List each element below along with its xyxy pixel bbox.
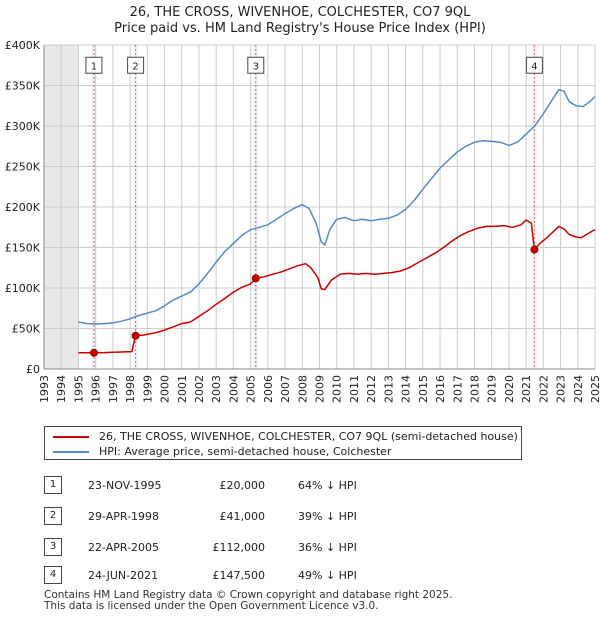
x-tick-label: 2002 (193, 375, 206, 403)
x-tick-label: 2004 (227, 375, 240, 403)
footer-attribution: Contains HM Land Registry data © Crown c… (44, 590, 452, 612)
y-tick-label: £200K (5, 201, 41, 214)
y-tick-label: £400K (5, 39, 41, 52)
sale-price: £147,500 (212, 569, 266, 582)
x-tick-label: 2000 (159, 375, 172, 403)
sale-row: 4 24-JUN-2021 £147,500 49% ↓ HPI (0, 566, 600, 586)
x-tick-label: 1999 (141, 375, 154, 403)
sale-marker-box (525, 56, 543, 74)
sale-date: 29-APR-1998 (88, 510, 160, 523)
hpi-line (78, 88, 596, 325)
sale-point (131, 331, 140, 340)
sale-hpi-diff: 64% ↓ HPI (298, 479, 357, 492)
sale-row: 3 22-APR-2005 £112,000 36% ↓ HPI (0, 538, 600, 558)
y-tick-label: £350K (5, 80, 41, 93)
sale-hpi-diff: 36% ↓ HPI (298, 541, 357, 554)
legend-swatch-hpi (53, 451, 89, 453)
sale-number-badge: 2 (44, 507, 62, 525)
sale-hpi-diff: 49% ↓ HPI (298, 569, 357, 582)
y-tick-label: £100K (5, 282, 41, 295)
x-tick-label: 2017 (451, 375, 464, 403)
y-tick-label: £300K (5, 120, 41, 133)
legend-swatch-price (53, 436, 89, 438)
sale-point (89, 348, 98, 357)
sale-number-badge: 1 (44, 476, 62, 494)
sale-price: £112,000 (212, 541, 266, 554)
x-tick-label: 2021 (520, 375, 533, 403)
x-tick-label: 1996 (90, 375, 103, 403)
x-tick-label: 2003 (210, 375, 223, 403)
sale-date: 23-NOV-1995 (88, 479, 162, 492)
sale-marker-label: 3 (253, 61, 259, 72)
sale-marker-label: 2 (132, 61, 138, 72)
x-tick-label: 2019 (486, 375, 499, 403)
price-paid-line (78, 219, 596, 354)
x-tick-label: 1994 (55, 375, 68, 403)
sale-row: 2 29-APR-1998 £41,000 39% ↓ HPI (0, 507, 600, 527)
y-tick-label: £150K (5, 242, 41, 255)
x-tick-label: 2009 (314, 375, 327, 403)
sale-date: 24-JUN-2021 (88, 569, 159, 582)
footer-line-licence: This data is licensed under the Open Gov… (44, 600, 379, 612)
sale-number-badge: 4 (44, 566, 62, 584)
sale-marker-box (247, 56, 265, 74)
chart-subtitle: Price paid vs. HM Land Registry's House … (114, 21, 486, 36)
y-tick-label: £0 (26, 363, 40, 376)
chart-title: 26, THE CROSS, WIVENHOE, COLCHESTER, CO7… (129, 5, 471, 20)
legend-label-hpi: HPI: Average price, semi-detached house,… (99, 445, 392, 458)
sale-number-badge: 3 (44, 538, 62, 556)
legend-label-price: 26, THE CROSS, WIVENHOE, COLCHESTER, CO7… (99, 430, 518, 443)
x-tick-label: 2023 (555, 375, 568, 403)
sale-point (530, 245, 539, 254)
y-tick-label: £250K (5, 161, 41, 174)
x-tick-label: 2014 (400, 375, 413, 403)
sale-marker-label: 1 (91, 61, 97, 72)
x-tick-label: 2018 (468, 375, 481, 403)
x-tick-label: 2006 (262, 375, 275, 403)
x-tick-label: 2011 (348, 375, 361, 403)
sale-marker-box (85, 56, 103, 74)
x-tick-label: 1998 (124, 375, 137, 403)
x-tick-label: 1993 (38, 375, 51, 403)
y-tick-label: £50K (12, 323, 41, 336)
sale-hpi-diff: 39% ↓ HPI (298, 510, 357, 523)
sale-price: £20,000 (219, 479, 266, 492)
price-chart: £0 £50K £100K £150K £200K £250K £300K £350K £400… (5, 39, 600, 403)
sale-price: £41,000 (219, 510, 266, 523)
sale-marker-box (127, 56, 145, 74)
x-tick-label: 1995 (72, 375, 85, 403)
x-tick-label: 2010 (331, 375, 344, 403)
x-tick-label: 2020 (503, 375, 516, 403)
x-tick-label: 2012 (365, 375, 378, 403)
x-tick-label: 2013 (382, 375, 395, 403)
x-tick-label: 2024 (572, 375, 585, 403)
footer-line-copyright: Contains HM Land Registry data © Crown c… (44, 589, 453, 601)
x-tick-label: 2015 (417, 375, 430, 403)
sale-marker-label: 4 (531, 61, 537, 72)
x-tick-label: 2008 (296, 375, 309, 403)
sale-date: 22-APR-2005 (88, 541, 160, 554)
chart-legend: 26, THE CROSS, WIVENHOE, COLCHESTER, CO7… (44, 426, 522, 460)
x-tick-label: 2016 (434, 375, 447, 403)
x-tick-label: 2005 (245, 375, 258, 403)
x-tick-label: 2022 (537, 375, 550, 403)
x-tick-label: 2007 (279, 375, 292, 403)
x-tick-label: 2001 (176, 375, 189, 403)
x-tick-label: 2025 (589, 375, 600, 403)
x-tick-label: 1997 (107, 375, 120, 403)
sale-row: 1 23-NOV-1995 £20,000 64% ↓ HPI (0, 476, 600, 496)
sale-point (251, 274, 260, 283)
